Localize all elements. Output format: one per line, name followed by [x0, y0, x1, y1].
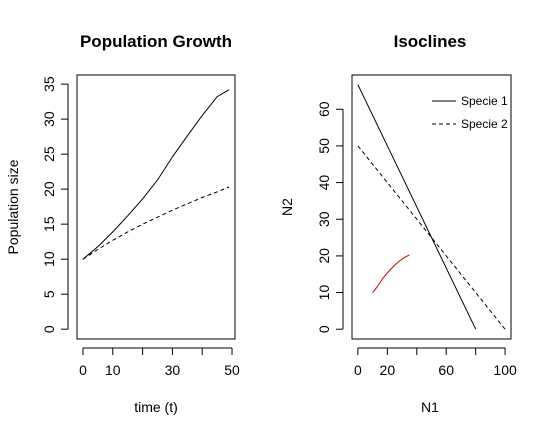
isoclines-x-tick-label: 0 [354, 362, 362, 378]
isoclines-y-tick-label: 0 [316, 325, 332, 333]
isoclines-y-label: N2 [279, 198, 295, 216]
population-growth-y-tick-label: 20 [41, 181, 57, 197]
isoclines-y-tick-label: 60 [316, 101, 332, 117]
isoclines-panel: Isoclines 0 20 60 100 0 10 20 30 40 50 60 Specie … [279, 32, 517, 415]
population-growth-plot-frame [76, 74, 236, 340]
isoclines-title: Isoclines [394, 32, 467, 51]
population-growth-y-tick-label: 0 [41, 325, 57, 333]
population-growth-y-label: Population size [5, 159, 21, 254]
population-growth-x-tick-label: 50 [224, 362, 240, 378]
population-growth-panel: Population Growth 0 10 30 50 0 5 10 15 20 25 30 35… [5, 32, 240, 415]
isoclines-y-tick-label: 40 [316, 175, 332, 191]
isoclines-y-axis: 0 10 20 30 40 50 60 [316, 101, 344, 333]
population-growth-x-tick-label: 0 [79, 362, 87, 378]
isoclines-series-3 [372, 254, 410, 293]
population-growth-y-tick-label: 5 [41, 290, 57, 298]
population-growth-y-tick-label: 35 [41, 76, 57, 92]
isoclines-y-tick-label: 30 [316, 211, 332, 227]
population-growth-series-1 [82, 89, 230, 260]
population-growth-x-tick-label: 10 [105, 362, 121, 378]
isoclines-y-tick-label: 20 [316, 248, 332, 264]
isoclines-y-tick-label: 10 [316, 285, 332, 301]
legend-label-specie-2: Specie 2 [461, 117, 508, 131]
isoclines-x-label: N1 [421, 399, 439, 415]
population-growth-title: Population Growth [80, 32, 232, 51]
isoclines-series [357, 84, 506, 330]
population-growth-y-tick-label: 15 [41, 216, 57, 232]
isoclines-x-tick-label: 100 [493, 362, 517, 378]
isoclines-series-1 [357, 84, 477, 330]
population-growth-series [82, 89, 230, 260]
population-growth-series-2 [82, 186, 230, 260]
population-growth-y-tick-label: 30 [41, 111, 57, 127]
population-growth-y-axis: 0 5 10 15 20 25 30 35 [41, 76, 69, 333]
population-growth-x-axis: 0 10 30 50 [79, 347, 240, 378]
population-growth-x-label: time (t) [134, 399, 178, 415]
isoclines-plot-frame [351, 74, 512, 340]
population-growth-x-tick-label: 30 [165, 362, 181, 378]
population-growth-y-tick-label: 10 [41, 251, 57, 267]
isoclines-x-tick-label: 60 [438, 362, 454, 378]
isoclines-x-axis: 0 20 60 100 [354, 347, 517, 378]
isoclines-legend: Specie 1 Specie 2 [432, 94, 508, 131]
isoclines-y-tick-label: 50 [316, 138, 332, 154]
isoclines-x-tick-label: 20 [380, 362, 396, 378]
legend-label-specie-1: Specie 1 [461, 94, 508, 108]
population-growth-y-tick-label: 25 [41, 146, 57, 162]
